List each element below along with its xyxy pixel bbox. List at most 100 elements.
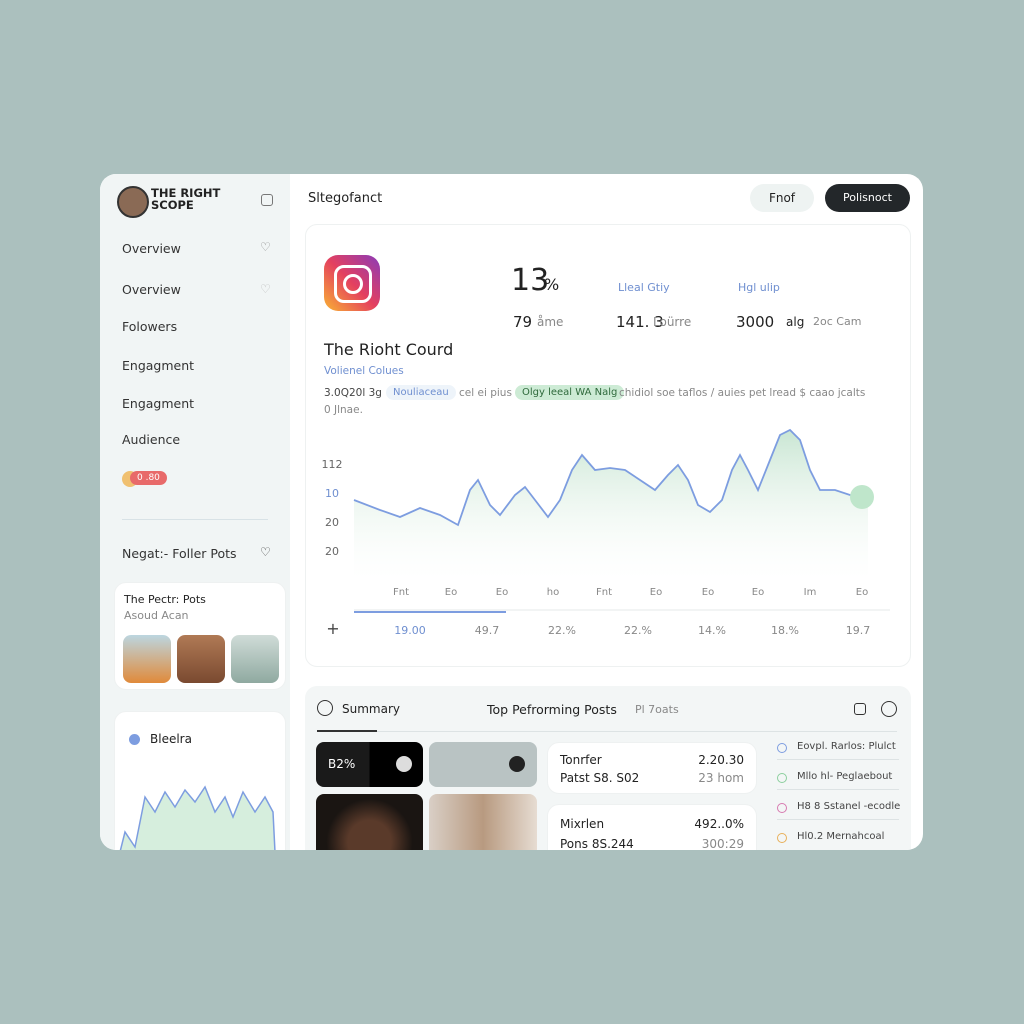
list-item[interactable]: Mllo hl- Peglaebout <box>797 771 893 782</box>
nav-item[interactable]: Folowers <box>122 319 178 334</box>
mini-chart-card: Bleelra <box>114 711 286 850</box>
list-time: 300:29 <box>701 837 744 850</box>
post-tile[interactable] <box>429 742 537 787</box>
list-item[interactable]: Hl0.2 Mernahcoal <box>797 831 885 842</box>
stat-unit: 2oc Cam <box>813 315 862 328</box>
x-label: Eo <box>702 587 714 598</box>
post-tile[interactable] <box>429 794 537 850</box>
footer-value: 18.% <box>771 624 799 637</box>
item-dot <box>777 833 787 843</box>
nav-item[interactable]: Overview <box>122 282 181 297</box>
brand-line: THE RIGHT <box>151 186 221 200</box>
posts-card: The Pectr: Pots Asoud Acan <box>114 582 286 690</box>
post-image[interactable] <box>231 635 279 683</box>
icon[interactable] <box>881 701 897 717</box>
item-dot <box>777 773 787 783</box>
meta-text: chidiol soe taflos / auies pet lread $ c… <box>619 387 866 399</box>
nav-item[interactable]: Engagment <box>122 396 195 411</box>
footer-value: 14.% <box>698 624 726 637</box>
divider <box>122 519 268 520</box>
stat-unit: Loürre <box>653 315 692 329</box>
x-label: Eo <box>752 587 764 598</box>
x-label: Eo <box>496 587 508 598</box>
stat-value: 79 <box>513 313 533 331</box>
tab[interactable]: Summary <box>342 702 400 716</box>
instagram-logo <box>324 255 380 311</box>
post-image[interactable] <box>123 635 171 683</box>
icon[interactable] <box>261 194 273 206</box>
y-tick-label: 20 <box>325 516 339 529</box>
list-subtitle: Patst S8. S02 <box>560 771 640 785</box>
nav-item[interactable]: Overview <box>122 241 181 256</box>
footer-value: 19.7 <box>846 624 871 637</box>
post-image[interactable] <box>177 635 225 683</box>
dashboard: THE RIGHT SCOPE Overview Overview Folower… <box>100 174 923 850</box>
footer-value: 22.% <box>624 624 652 637</box>
line <box>353 428 863 527</box>
list-value: 2.20.30 <box>698 753 744 767</box>
list-card[interactable]: Tonrfer Patst S8. S02 2.20.30 23 hom <box>547 742 757 794</box>
page-title: Sltegofanct <box>308 191 383 206</box>
brand: THE RIGHT SCOPE <box>151 187 220 211</box>
line-chart: 112 10 20 20 Fnt Eo Eo ho Fnt Eo Eo Eo I… <box>322 428 890 638</box>
heart-icon[interactable]: ♡ <box>260 282 271 296</box>
x-label: Eo <box>445 587 457 598</box>
list-card[interactable]: Mixrlen Pons 8S.244 492..0% 300:29 <box>547 804 757 850</box>
button[interactable]: Fnof <box>750 184 814 212</box>
legend-label: Bleelra <box>150 732 192 746</box>
y-tick-label: 20 <box>325 545 339 558</box>
tab-underline <box>317 730 377 732</box>
item-dot <box>777 803 787 813</box>
stat-label: Lleal Gtiy <box>618 281 670 294</box>
x-label: ho <box>547 587 559 598</box>
stat-unit: % <box>544 275 560 294</box>
tab[interactable]: Pl 7oats <box>635 703 679 716</box>
stat-label: Hgl ulip <box>738 281 780 294</box>
heart-icon[interactable]: ♡ <box>260 240 271 254</box>
list-value: 492..0% <box>694 817 744 831</box>
footer-value: 49.7 <box>475 624 500 637</box>
list-title: Mixrlen <box>560 817 605 831</box>
avatar <box>117 186 149 218</box>
area <box>354 430 868 580</box>
x-label: Fnt <box>596 587 612 598</box>
heart-icon[interactable]: ♡ <box>260 545 271 559</box>
nav-item[interactable]: Audience <box>122 432 181 447</box>
chip[interactable]: Olgy leeal WA Nalg <box>515 385 625 400</box>
x-label: Eo <box>856 587 868 598</box>
post-tile[interactable] <box>316 794 423 850</box>
y-tick-label: 10 <box>325 487 339 500</box>
tab[interactable]: Top Pefrorming Posts <box>487 702 617 717</box>
stat-unit: åme <box>537 315 564 329</box>
item-dot <box>777 743 787 753</box>
stat-value: 3000 <box>736 313 775 331</box>
divider <box>377 731 897 732</box>
tab-icon <box>317 700 333 716</box>
mini-chart <box>119 785 276 850</box>
chip[interactable]: Nouliaceau <box>386 385 456 400</box>
footer-value: 19.00 <box>394 624 426 637</box>
stat-value: 141. 3 <box>616 313 664 331</box>
brand-line: SCOPE <box>151 198 194 212</box>
end-marker[interactable] <box>850 485 874 509</box>
post-tile[interactable]: B2% <box>316 742 423 787</box>
list-item[interactable]: Eovpl. Rarlos: Plulct <box>797 741 896 752</box>
meta-text: cel ei pius <box>459 387 512 399</box>
profile-panel: 13 % Lleal Gtiy Hgl ulip 79 åme 141. 3 L… <box>305 224 911 667</box>
profile-tag: Volienel Colues <box>324 365 404 377</box>
profile-name: The Rioht Courd <box>324 340 454 359</box>
icon[interactable] <box>854 703 866 715</box>
list-subtitle: Pons 8S.244 <box>560 837 634 850</box>
footer-value: 22.% <box>548 624 576 637</box>
button[interactable]: Polisnoct <box>825 184 910 212</box>
x-label: Eo <box>650 587 662 598</box>
card-title: The Pectr: Pots <box>124 593 206 606</box>
mini-area <box>120 787 275 850</box>
list-time: 23 hom <box>698 771 744 785</box>
list-item[interactable]: H8 8 Sstanel -ecodle <box>797 801 901 812</box>
sidebar: THE RIGHT SCOPE Overview Overview Folower… <box>100 174 290 850</box>
plus-icon[interactable]: + <box>326 619 339 638</box>
nav-item[interactable]: Engagment <box>122 358 195 373</box>
tile-label: B2% <box>328 757 356 771</box>
